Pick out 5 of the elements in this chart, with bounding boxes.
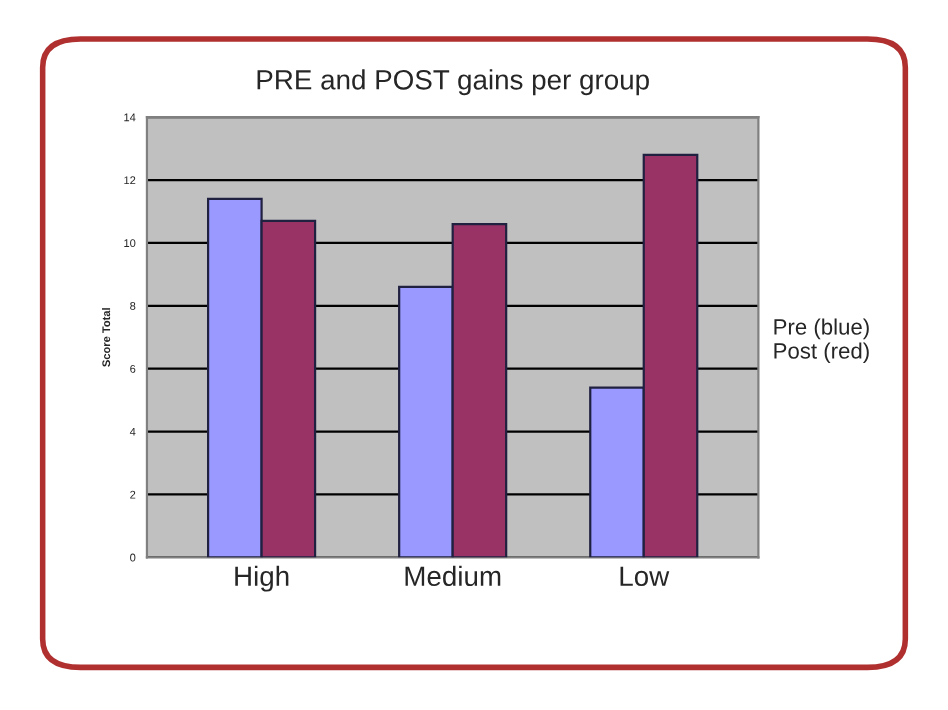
x-tick-label: Low (620, 566, 670, 587)
x-tick-label: High (235, 565, 289, 592)
chart-title: PRE and POST gains per group (257, 69, 649, 96)
text: Pre (blue) Post (red) (774, 318, 869, 364)
x-tick-label: Medium (405, 565, 501, 587)
